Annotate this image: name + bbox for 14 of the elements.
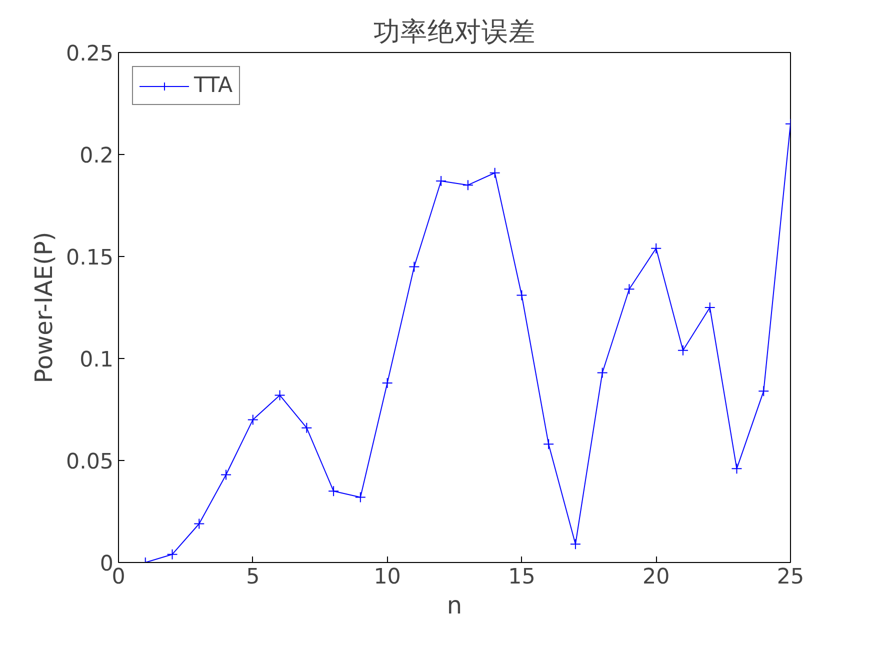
y-tick-label: 0.15 (66, 246, 114, 270)
y-tick-label: 0.1 (80, 348, 114, 372)
y-tick-label: 0.25 (66, 42, 114, 66)
x-tick-label: 20 (642, 564, 670, 590)
y-axis-title: Power-IAE(P) (30, 232, 58, 384)
x-axis-title: n (446, 592, 462, 620)
chart-title: 功率绝对误差 (374, 16, 536, 48)
y-tick-label: 0.2 (80, 144, 114, 168)
x-tick-label: 15 (508, 564, 536, 590)
x-tick-label: 10 (374, 564, 401, 590)
legend-label: TTA (194, 73, 233, 98)
x-tick-label: 5 (246, 564, 260, 590)
y-tick-label: 0.05 (66, 450, 114, 474)
x-tick-label: 25 (776, 564, 804, 590)
